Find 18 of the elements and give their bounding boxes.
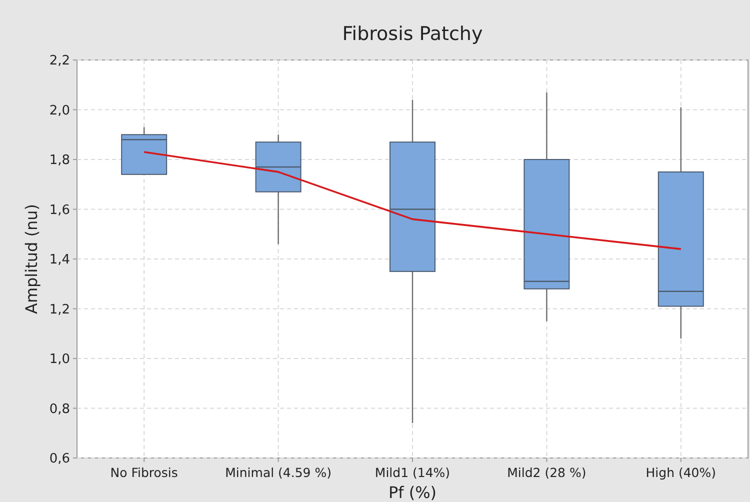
y-axis-title: Amplitud (nu) — [22, 204, 41, 314]
y-tick-label: 1,6 — [49, 202, 70, 218]
y-tick-label: 0,6 — [49, 452, 70, 467]
x-axis-title: Pf (%) — [388, 483, 437, 502]
y-tick-label: 1,4 — [49, 252, 70, 268]
x-tick-label: Mild2 (28 %) — [507, 465, 586, 480]
y-tick-label: 0,8 — [49, 402, 70, 417]
y-tick-label: 1,8 — [49, 153, 70, 168]
x-tick-label: High (40%) — [646, 465, 716, 480]
y-tick-label: 1,0 — [49, 352, 70, 368]
x-tick-label: No Fibrosis — [110, 465, 178, 480]
x-tick-label: Minimal (4.59 %) — [225, 465, 332, 480]
line-series — [143, 151, 682, 250]
y-tick-label: 2,2 — [49, 54, 70, 69]
y-tick-label: 1,2 — [49, 302, 70, 318]
x-tick-label: Mild1 (14%) — [374, 465, 450, 480]
chart-title: Fibrosis Patchy — [342, 23, 483, 45]
y-tick-label: 2,0 — [49, 103, 70, 118]
